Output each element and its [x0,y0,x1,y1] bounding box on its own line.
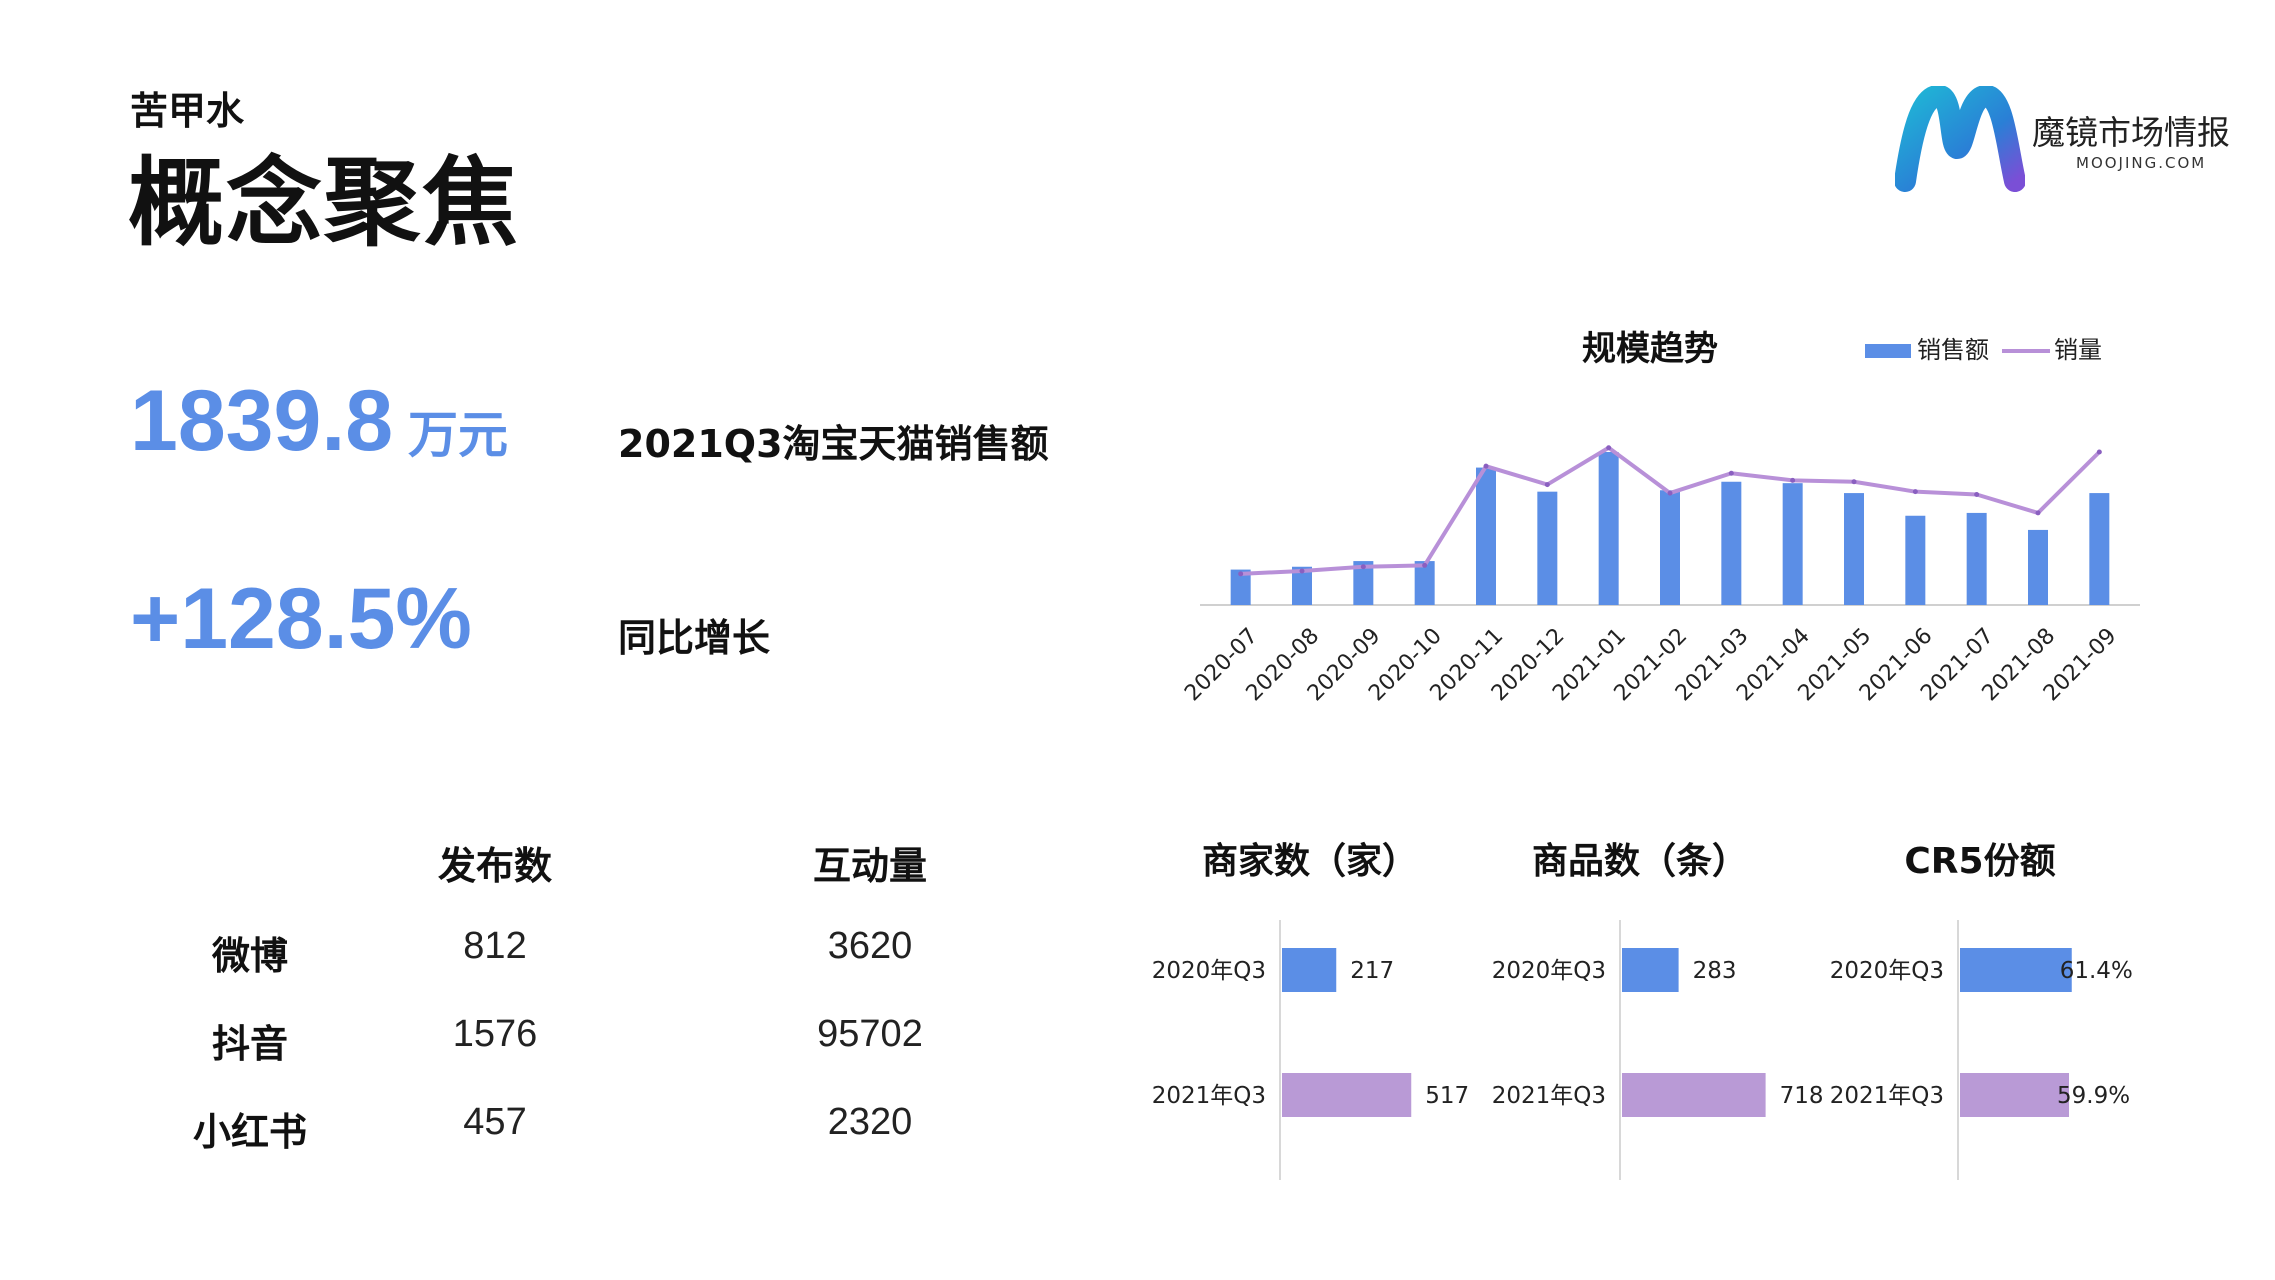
products-bar-chart: 2020年Q3 283 2021年Q3 718 [1492,920,1824,1180]
trend-bar [1660,490,1680,605]
trend-bar [1414,561,1435,605]
page-subtitle: 苦甲水 [130,89,245,133]
merchants-chart-title: 商家数（家） [1201,841,1418,882]
mini-value-label: 217 [1350,958,1394,984]
trend-bar [1844,493,1864,605]
kpi-sales-unit: 万元 [408,406,508,464]
trend-bar [1230,569,1251,605]
mini-bar [1960,1073,2070,1117]
row-name-xiaohongshu: 小红书 [192,1110,307,1154]
logo-url: MOOJING.COM [2076,154,2207,172]
trend-bar [1905,515,1926,605]
trend-bar [2089,493,2110,605]
moojing-logo [1895,86,2025,192]
trend-line-point [1544,482,1550,488]
kpi-growth-value: +128.5% [130,571,472,667]
mini-value-label: 61.4% [2060,958,2133,984]
legend-label-sales: 销售额 [1917,336,1989,364]
kpi-sales-label: 2021Q3淘宝天猫销售额 [618,422,1049,466]
trend-bar [1721,481,1742,605]
mini-value-label: 517 [1425,1083,1469,1109]
trend-line-point [2035,510,2041,516]
mini-bar [1960,948,2072,992]
trend-line-point [1912,489,1918,495]
cell-weibo-posts: 812 [463,925,527,967]
merchants-bar-chart: 2020年Q3 217 2021年Q3 517 [1152,920,1469,1180]
cell-douyin-posts: 1576 [452,1013,538,1055]
page-title: 概念聚焦 [128,147,520,259]
trend-chart-title: 规模趋势 [1582,329,1718,369]
trend-line-point [1790,477,1796,483]
mini-bar [1282,948,1337,992]
kpi-growth-label: 同比增长 [618,616,771,660]
mini-category-label: 2020年Q3 [1152,958,1266,984]
mini-category-label: 2020年Q3 [1492,958,1606,984]
mini-value-label: 59.9% [2057,1083,2130,1109]
trend-line-point [1483,463,1489,469]
trend-line-point [1422,562,1428,568]
mini-bar [1622,1073,1766,1117]
trend-line-point [1728,470,1734,476]
mini-value-label: 718 [1780,1083,1824,1109]
trend-bar [1353,561,1374,605]
cell-xiaohongshu-posts: 457 [463,1101,527,1143]
cell-xiaohongshu-engagement: 2320 [827,1101,913,1143]
trend-bar [1782,483,1803,605]
trend-line-point [1238,571,1244,577]
trend-line-point [1667,490,1673,496]
trend-bar [2028,529,2048,605]
trend-bar [1292,566,1312,605]
legend-label-volume: 销量 [2054,336,2102,364]
mini-category-label: 2020年Q3 [1830,958,1944,984]
mini-category-label: 2021年Q3 [1152,1083,1266,1109]
mini-bar [1282,1073,1412,1117]
trend-bar [1476,467,1496,605]
trend-line-point [1606,445,1612,451]
trend-line-point [1299,568,1305,574]
column-header-engagement: 互动量 [812,844,927,888]
trend-line-point [1851,479,1857,485]
trend-bar [1537,491,1558,605]
trend-chart: 规模趋势 销售额 销量2020-072020-082020-092020-10202… [1180,329,2140,706]
trend-bar [1598,452,1619,605]
cell-douyin-engagement: 95702 [817,1013,923,1055]
cell-weibo-engagement: 3620 [827,925,913,967]
trend-line-point [1974,492,1980,497]
cr5-bar-chart: 2020年Q3 61.4% 2021年Q3 59.9% [1830,920,2133,1180]
mini-category-label: 2021年Q3 [1492,1083,1606,1109]
trend-bar [1966,512,1987,605]
row-name-weibo: 微博 [211,934,288,978]
mini-bar [1622,948,1679,992]
mini-value-label: 283 [1693,958,1737,984]
cr5-chart-title: CR5份额 [1904,841,2056,882]
trend-line-point [1360,564,1366,570]
logo-brand-name: 魔镜市场情报 [2032,113,2230,152]
row-name-douyin: 抖音 [211,1022,288,1066]
kpi-sales-value: 1839.8 [130,373,394,469]
trend-line-point [2096,449,2102,455]
legend-swatch-sales [1865,344,1911,358]
column-header-posts: 发布数 [437,844,552,888]
mini-category-label: 2021年Q3 [1830,1083,1944,1109]
products-chart-title: 商品数（条） [1531,841,1748,882]
